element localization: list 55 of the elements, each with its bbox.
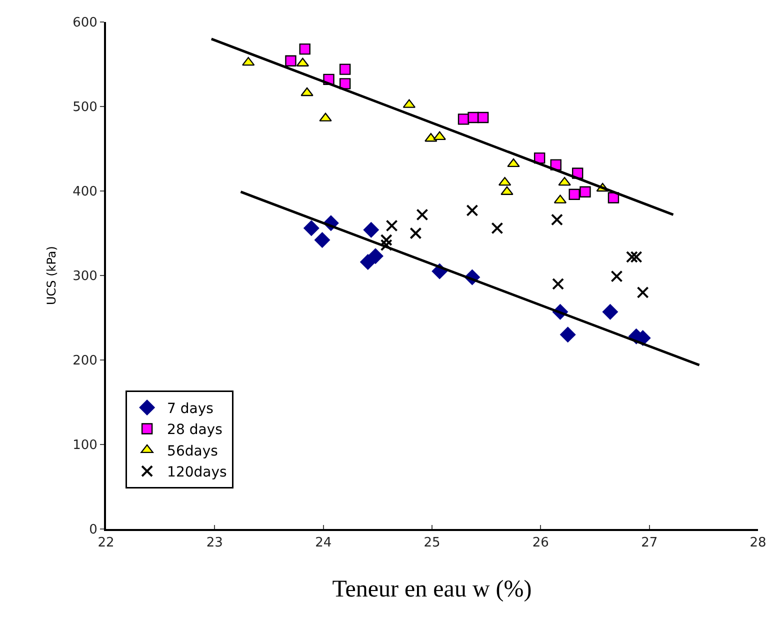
point	[300, 87, 314, 96]
x-tick-label: 28	[750, 536, 766, 551]
point	[560, 326, 576, 342]
point	[610, 270, 623, 282]
point	[630, 250, 642, 263]
point	[296, 58, 310, 67]
x-tick-label: 22	[98, 536, 114, 551]
x-tick-label: 25	[424, 536, 440, 551]
point	[580, 186, 591, 198]
point	[416, 208, 428, 221]
legend-label: 7 days	[167, 401, 214, 417]
point	[242, 56, 255, 66]
legend-label: 28 days	[167, 422, 222, 438]
y-tick-label: 100	[72, 438, 98, 454]
point	[368, 248, 384, 264]
y-tick-label: 600	[72, 16, 98, 31]
point	[608, 192, 620, 204]
y-tick-label: 500	[72, 100, 98, 116]
point	[386, 220, 398, 232]
y-axis-title: UCS (kPa)	[44, 246, 58, 305]
y-tick-label: 400	[72, 184, 98, 200]
point	[550, 214, 563, 226]
point	[602, 304, 618, 320]
point	[477, 112, 489, 124]
point	[466, 204, 478, 216]
point	[314, 232, 330, 248]
point	[380, 234, 392, 246]
x-tick-label: 26	[532, 536, 549, 551]
point	[433, 131, 446, 140]
point	[299, 43, 310, 55]
y-tick-label: 200	[72, 354, 98, 369]
point	[304, 220, 320, 236]
x-tick-label: 27	[641, 536, 658, 551]
y-tick-label: 300	[72, 269, 98, 284]
point	[552, 278, 564, 290]
point	[339, 64, 351, 75]
point	[363, 222, 379, 238]
legend-label: 120days	[167, 464, 227, 481]
x-axis-title: Teneur en eau w (%)	[332, 576, 532, 602]
y-tick-label: 0	[89, 522, 98, 538]
point	[568, 188, 580, 200]
x-tick-label: 24	[315, 536, 332, 551]
point	[558, 176, 571, 186]
point	[626, 250, 638, 263]
point	[498, 176, 512, 186]
x-tick-label: 23	[206, 536, 223, 551]
point	[339, 78, 351, 90]
point	[507, 158, 520, 168]
point	[491, 222, 504, 234]
point	[636, 286, 649, 298]
point	[410, 227, 422, 240]
point	[458, 114, 470, 125]
point	[380, 239, 392, 252]
legend-label: 56days	[167, 443, 218, 460]
point	[285, 55, 296, 66]
